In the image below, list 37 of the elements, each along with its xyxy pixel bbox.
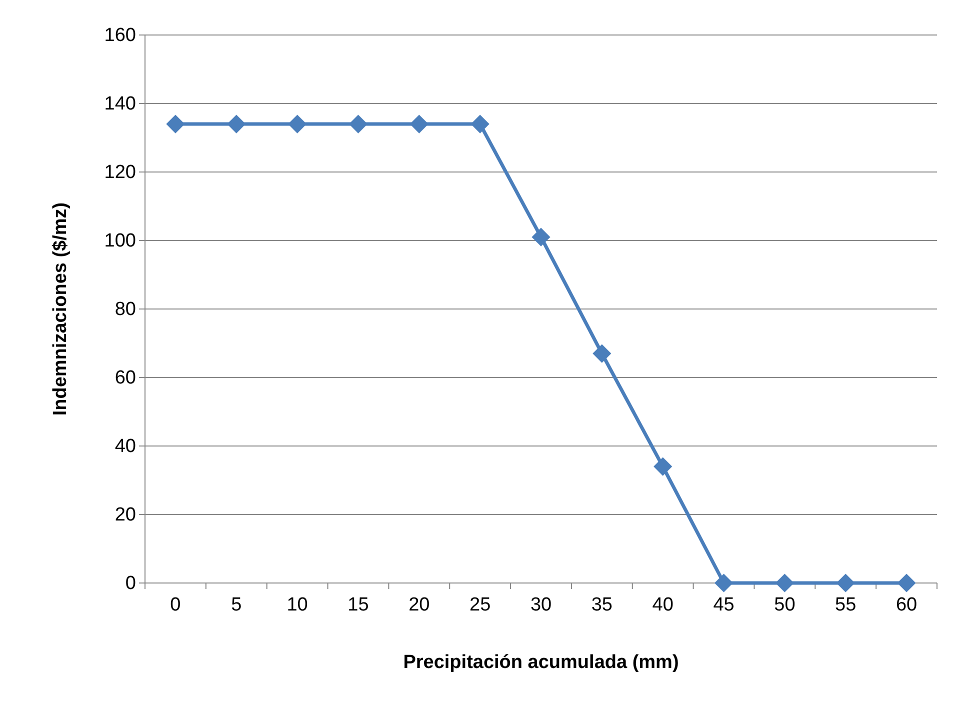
y-axis-title: Indemnizaciones ($/mz)	[50, 202, 71, 416]
y-tick-label: 60	[114, 368, 136, 389]
x-tick-label: 60	[896, 594, 918, 616]
point	[654, 457, 672, 476]
y-tick-label: 0	[125, 573, 136, 594]
point	[470, 114, 490, 134]
y-tick-label: 160	[104, 25, 136, 46]
x-tick-label: 10	[286, 594, 308, 616]
y-tick-label: 140	[104, 94, 136, 115]
x-tick-label: 15	[348, 594, 369, 616]
x-tick-label: 55	[835, 594, 856, 616]
x-tick-label: 20	[408, 594, 430, 616]
point	[836, 574, 855, 592]
y-tick-label: 20	[114, 504, 136, 526]
x-tick-label: 0	[170, 594, 181, 616]
point	[410, 114, 428, 134]
x-tick-label: 25	[470, 594, 491, 616]
point	[592, 344, 612, 363]
point	[227, 114, 246, 134]
y-tick-label: 100	[104, 230, 136, 252]
y-tick-label: 80	[114, 299, 136, 320]
point	[166, 114, 185, 134]
x-tick-label: 5	[231, 594, 242, 616]
point	[288, 114, 307, 134]
point	[532, 228, 550, 246]
x-tick-label: 35	[591, 594, 612, 616]
point	[714, 574, 734, 592]
point	[775, 574, 794, 592]
x-axis-title: Precipitación acumulada (mm)	[403, 652, 679, 673]
x-tick-label: 45	[713, 594, 734, 616]
x-tick-label: 50	[774, 594, 796, 616]
y-tick-label: 120	[104, 162, 136, 184]
x-tick-label: 30	[530, 594, 552, 616]
point	[897, 574, 916, 592]
point	[348, 114, 368, 134]
y-tick-label: 40	[114, 436, 136, 458]
x-tick-label: 40	[652, 594, 674, 616]
